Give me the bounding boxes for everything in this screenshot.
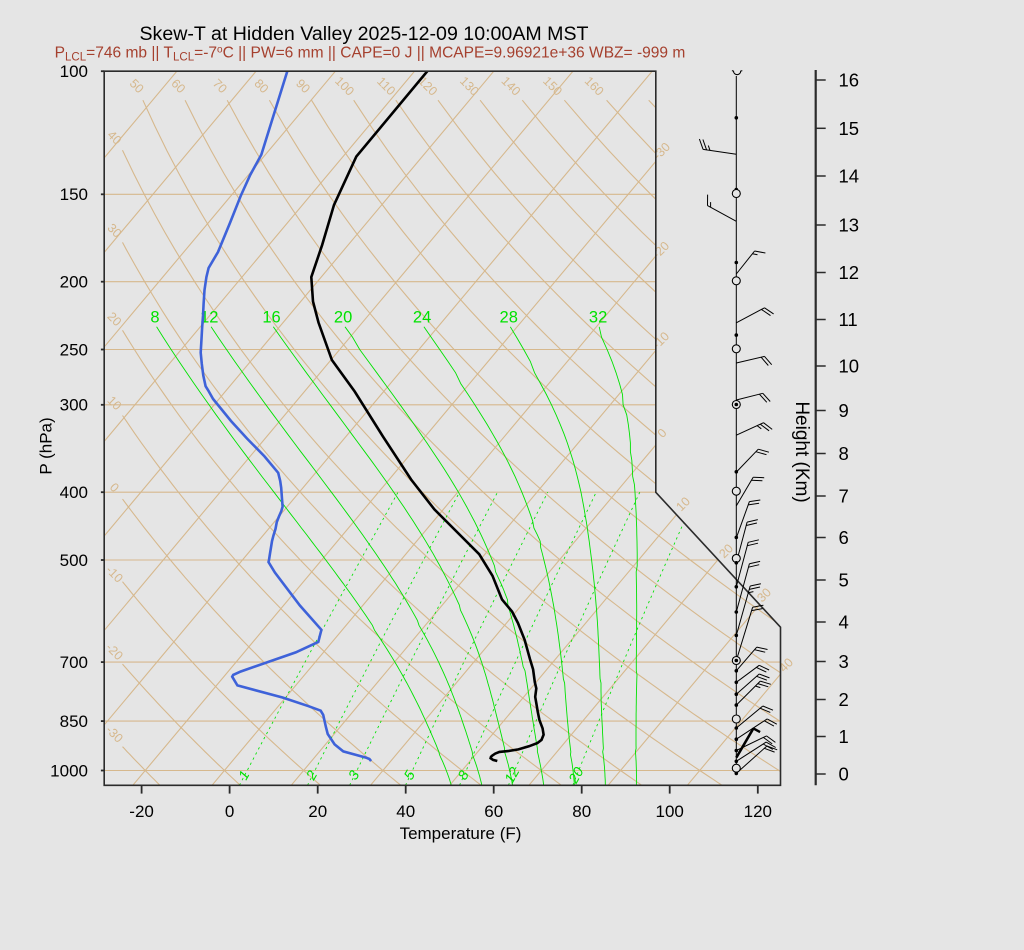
svg-text:20: 20 — [565, 764, 587, 787]
svg-text:1: 1 — [839, 726, 849, 747]
svg-text:5: 5 — [839, 570, 849, 591]
svg-text:P (hPa): P (hPa) — [37, 417, 56, 474]
svg-text:20: 20 — [334, 309, 352, 327]
svg-text:1000: 1000 — [50, 761, 88, 780]
svg-text:20: 20 — [308, 802, 327, 821]
svg-text:8: 8 — [839, 443, 849, 464]
svg-text:850: 850 — [60, 712, 88, 731]
svg-text:40: 40 — [396, 802, 415, 821]
svg-text:150: 150 — [60, 185, 88, 204]
svg-text:4: 4 — [839, 612, 849, 633]
svg-text:16: 16 — [262, 309, 280, 327]
svg-text:-20: -20 — [129, 802, 154, 821]
svg-text:8: 8 — [150, 309, 159, 327]
svg-text:15: 15 — [839, 118, 860, 139]
svg-text:12: 12 — [501, 764, 523, 786]
svg-text:14: 14 — [839, 166, 860, 187]
svg-text:60: 60 — [484, 802, 503, 821]
svg-text:6: 6 — [839, 527, 849, 548]
svg-text:250: 250 — [60, 340, 88, 359]
svg-text:9: 9 — [839, 400, 849, 421]
svg-text:Height (Km): Height (Km) — [791, 401, 812, 502]
svg-text:3: 3 — [839, 651, 849, 672]
svg-text:Skew-T at Hidden Valley 2025-1: Skew-T at Hidden Valley 2025-12-09 10:00… — [139, 23, 588, 45]
svg-text:Temperature (F): Temperature (F) — [400, 824, 522, 843]
svg-text:0: 0 — [839, 764, 849, 785]
svg-text:100: 100 — [60, 62, 88, 81]
svg-text:400: 400 — [60, 483, 88, 502]
svg-text:200: 200 — [60, 273, 88, 292]
svg-text:12: 12 — [200, 309, 218, 327]
svg-text:28: 28 — [500, 309, 518, 327]
svg-text:100: 100 — [656, 802, 684, 821]
svg-text:500: 500 — [60, 551, 88, 570]
svg-text:11: 11 — [839, 309, 858, 330]
svg-text:700: 700 — [60, 653, 88, 672]
svg-text:300: 300 — [60, 396, 88, 415]
svg-text:0: 0 — [225, 802, 234, 821]
svg-text:PLCL=746 mb || TLCL=-7oC || PW: PLCL=746 mb || TLCL=-7oC || PW=6 mm || C… — [55, 45, 686, 64]
svg-text:24: 24 — [413, 309, 431, 327]
svg-text:13: 13 — [839, 215, 860, 236]
svg-text:80: 80 — [572, 802, 591, 821]
svg-text:10: 10 — [839, 356, 860, 377]
svg-text:32: 32 — [589, 309, 607, 327]
svg-text:12: 12 — [839, 262, 860, 283]
svg-text:120: 120 — [744, 802, 772, 821]
svg-text:7: 7 — [839, 486, 849, 507]
svg-text:2: 2 — [839, 689, 849, 710]
svg-text:16: 16 — [839, 70, 860, 91]
